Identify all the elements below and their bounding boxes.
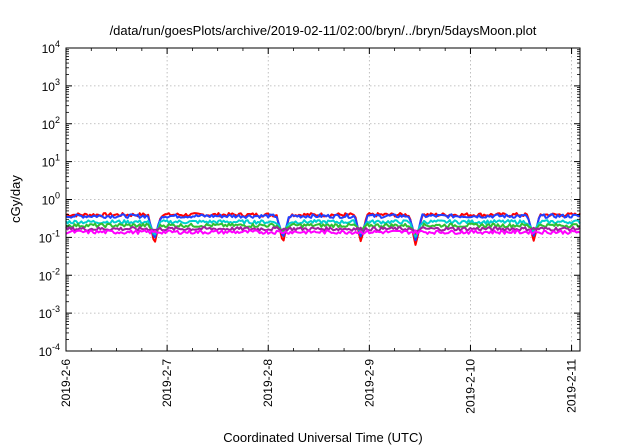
x-tick-label: 2019-2-8 <box>261 359 275 407</box>
grid <box>66 48 580 351</box>
x-axis: 2019-2-6 2019-2-7 2019-2-8 2019-2-9 2019-2-1… <box>59 48 579 414</box>
y-tick-label: 10-3 <box>39 304 60 321</box>
series-line <box>65 229 581 235</box>
y-tick-label: 10-1 <box>39 228 60 245</box>
y-tick-label: 10-4 <box>39 342 60 359</box>
x-tick-label: 2019-2-9 <box>362 359 376 407</box>
y-tick-label: 104 <box>42 39 60 56</box>
y-axis: 10-4 10-3 10-2 10-1 100 101 102 103 104 <box>39 39 580 359</box>
series-line <box>65 213 581 242</box>
y-tick-label: 10-2 <box>39 266 60 283</box>
y-axis-label: cGy/day <box>8 175 23 223</box>
x-tick-label: 2019-2-6 <box>59 359 73 407</box>
y-tick-label: 100 <box>42 191 60 208</box>
x-tick-label: 2019-2-7 <box>160 359 174 407</box>
x-tick-label: 2019-2-11 <box>565 359 579 413</box>
x-axis-label: Coordinated Universal Time (UTC) <box>223 430 422 445</box>
x-tick-label: 2019-2-10 <box>463 359 477 414</box>
y-tick-label: 102 <box>42 115 60 132</box>
y-tick-label: 103 <box>42 77 60 94</box>
series-layer <box>65 212 581 246</box>
chart-title: /data/run/goesPlots/archive/2019-02-11/0… <box>110 23 537 38</box>
y-tick-label: 101 <box>42 153 60 170</box>
